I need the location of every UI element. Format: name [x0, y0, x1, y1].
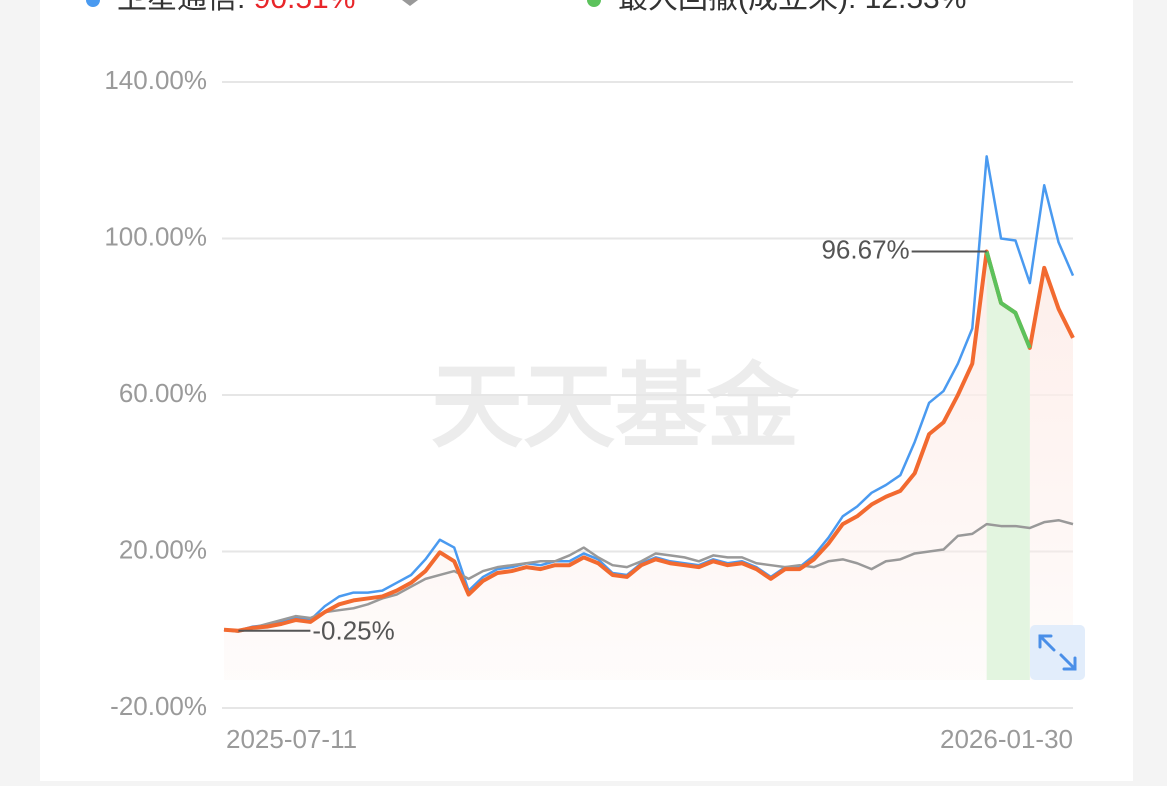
- line: [223, 249, 1075, 633]
- expand-bg: [1030, 625, 1085, 680]
- legend-separator: :: [848, 0, 865, 15]
- x-tick-label: 2026-01-30: [940, 724, 1073, 754]
- y-tick-label: -20.00%: [110, 691, 207, 721]
- legend-marker: [86, 0, 100, 7]
- legend-value: 12.53%: [865, 0, 967, 15]
- y-tick-label: 60.00%: [119, 378, 207, 408]
- legend-name: 卫星通信: [117, 0, 237, 15]
- legend-name: 最大回撤(成立来): [618, 0, 848, 15]
- legend-separator: :: [237, 0, 254, 15]
- legend-value: 90.51%: [254, 0, 356, 15]
- legend-label: 卫星通信: 90.51%: [117, 0, 355, 15]
- expand-button[interactable]: [1030, 625, 1085, 680]
- y-tick-label: 140.00%: [104, 65, 207, 95]
- y-tick-label: 20.00%: [119, 534, 207, 564]
- legend-marker: [402, 0, 418, 6]
- legend-marker: [587, 0, 601, 7]
- x-tick-label: 2025-07-11: [226, 724, 357, 754]
- area: [224, 251, 1073, 680]
- drawdown-area: [986, 251, 1030, 680]
- drawdown-line: [984, 250, 1032, 349]
- watermark: 天天基金: [431, 353, 800, 461]
- legend-label: 最大回撤(成立来): 12.53%: [618, 0, 966, 15]
- annotation-label: 96.67%: [821, 234, 909, 264]
- line: [223, 518, 1074, 633]
- annotation-label: -0.25%: [312, 616, 394, 646]
- expand-icon: [1038, 634, 1077, 671]
- y-tick-label: 100.00%: [104, 221, 207, 251]
